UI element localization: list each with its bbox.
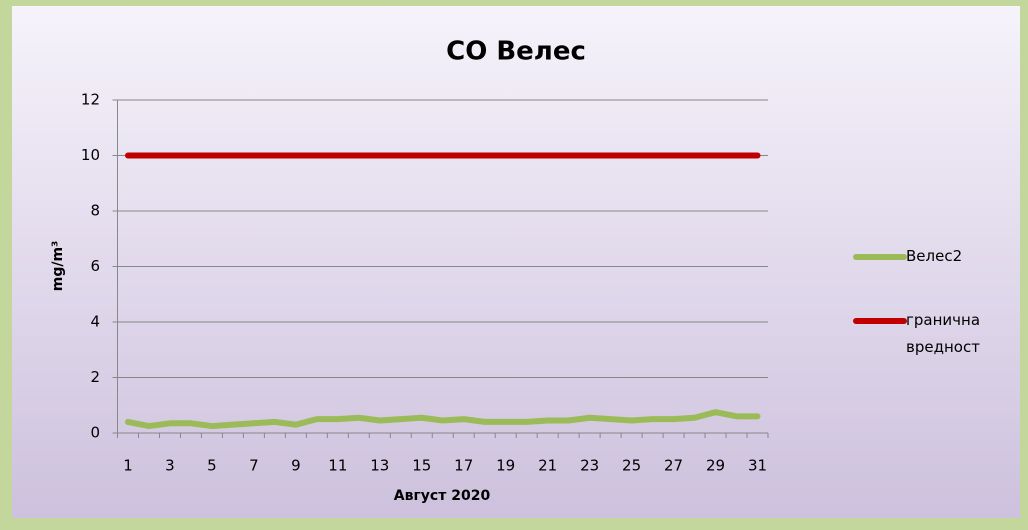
x-tick-label: 3 [165,457,175,475]
x-tick-label: 13 [370,457,389,475]
y-tick-label: 12 [81,91,100,109]
y-tick-label: 6 [90,257,100,275]
x-tick-label: 17 [454,457,473,475]
legend-label: Велес2 [906,247,963,265]
x-tick-label: 5 [207,457,217,475]
x-tick-label: 29 [706,457,725,475]
x-tick-label: 25 [622,457,641,475]
y-tick-label: 8 [90,202,100,220]
y-tick-label: 2 [90,368,100,386]
series-line [124,409,761,430]
x-tick-label: 19 [496,457,515,475]
x-tick-label: 27 [664,457,683,475]
legend-label: гранична вредност [906,311,981,356]
x-tick-label: 9 [291,457,301,475]
y-tick-label: 4 [90,313,100,331]
y-tick-label: 10 [81,146,100,164]
y-tick-label: 0 [90,424,100,442]
x-axis-label: Август 2020 [394,488,491,504]
x-tick-label: 1 [123,457,133,475]
y-axis-label: mg/m³ [50,241,66,291]
x-tick-label: 21 [538,457,557,475]
x-tick-label: 15 [412,457,431,475]
x-tick-label: 7 [249,457,259,475]
x-tick-label: 23 [580,457,599,475]
x-tick-label: 31 [748,457,767,475]
x-tick-label: 11 [328,457,347,475]
chart-title: CO Велес [446,37,586,67]
